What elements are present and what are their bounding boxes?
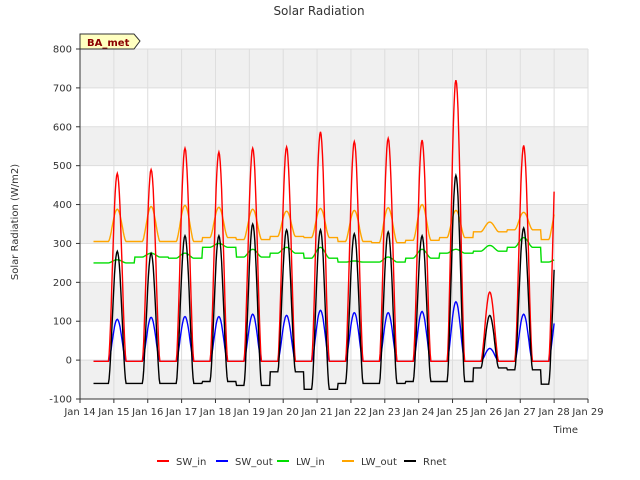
x-tick-label: Jan 25	[436, 407, 468, 418]
series-line-lw-in	[93, 236, 555, 264]
series-line-rnet	[93, 172, 555, 390]
y-axis-ticks: -100 0 100 200 300 400 500 600 700 800	[49, 45, 80, 406]
y-tick-label: 800	[53, 45, 72, 56]
y-tick-label: 400	[53, 200, 72, 211]
plot-band	[80, 126, 588, 166]
x-tick-label: Jan 15	[97, 407, 129, 418]
y-tick-label: 700	[53, 83, 72, 94]
legend-label: LW_out	[361, 457, 397, 468]
x-tick-label: Jan 28	[537, 407, 569, 418]
x-tick-label: Jan 14	[63, 407, 95, 418]
y-axis-title: Solar Radiation (W/m2)	[10, 164, 21, 280]
plot-band	[80, 360, 588, 399]
y-tick-label: 100	[53, 317, 72, 328]
legend-label: LW_in	[296, 457, 325, 468]
legend-label: SW_out	[235, 457, 273, 468]
badge: BA_met	[79, 33, 141, 50]
x-tick-label: Jan 27	[504, 407, 536, 418]
x-tick-label: Jan 24	[402, 407, 434, 418]
legend: SW_in SW_out LW_in LW_out Rnet	[157, 457, 446, 468]
x-tick-label: Jan 20	[267, 407, 299, 418]
y-tick-label: 200	[53, 278, 72, 289]
x-tick-label: Jan 17	[165, 407, 197, 418]
series-line-sw-in	[93, 79, 555, 362]
y-tick-label: -100	[49, 395, 72, 406]
y-tick-label: 300	[53, 239, 72, 250]
y-tick-label: 0	[66, 356, 72, 367]
axes	[79, 49, 588, 400]
x-tick-label: Jan 23	[368, 407, 400, 418]
x-tick-label: Jan 29	[571, 407, 603, 418]
x-tick-label: Jan 22	[334, 407, 366, 418]
plot-background	[80, 49, 588, 399]
legend-label: SW_in	[176, 457, 206, 468]
plot-band	[80, 282, 588, 322]
badge-label: BA_met	[87, 38, 130, 49]
series-lines	[93, 79, 555, 390]
x-tick-label: Jan 21	[300, 407, 332, 418]
x-tick-label: Jan 19	[233, 407, 265, 418]
plot-band	[80, 49, 588, 88]
x-tick-label: Jan 18	[199, 407, 231, 418]
x-axis-title: Time	[553, 425, 578, 436]
chart-title: Solar Radiation	[273, 4, 364, 18]
x-tick-label: Jan 26	[470, 407, 502, 418]
y-tick-label: 500	[53, 161, 72, 172]
legend-label: Rnet	[423, 457, 446, 468]
x-axis-ticks: Jan 14 Jan 15 Jan 16 Jan 17 Jan 18 Jan 19 Jan …	[63, 399, 604, 418]
x-tick-label: Jan 16	[131, 407, 163, 418]
y-tick-label: 600	[53, 122, 72, 133]
